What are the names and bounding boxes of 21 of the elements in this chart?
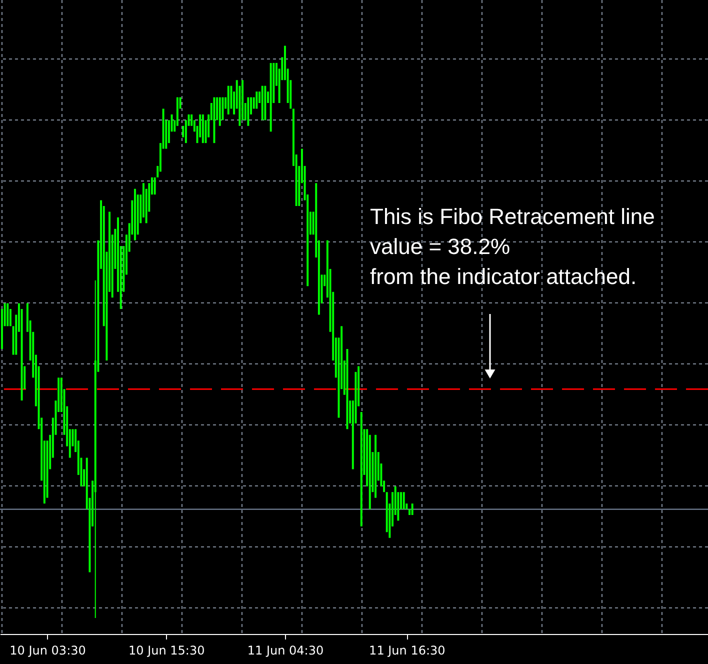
candlestick — [270, 62, 272, 132]
candlestick — [247, 97, 250, 126]
candlestick — [213, 97, 216, 144]
candlestick — [154, 177, 156, 195]
x-tick-label: 11 Jun 04:30 — [247, 644, 324, 658]
candlestick — [6, 303, 9, 326]
candlestick — [202, 114, 204, 144]
x-tick-label: 10 Jun 03:30 — [10, 644, 86, 658]
candlestick — [134, 188, 136, 240]
annotation: This is Fibo Retracement line value = 38.2% from the indicator attached. — [370, 204, 655, 289]
candlestick — [264, 86, 266, 120]
candlestick — [374, 434, 377, 498]
candlestick — [227, 86, 230, 114]
candlestick — [218, 97, 221, 126]
candlestick — [402, 492, 405, 510]
candlestick — [261, 86, 264, 120]
x-tick-label: 10 Jun 15:30 — [128, 644, 205, 658]
candlestick — [360, 412, 362, 526]
candlestick — [411, 504, 414, 515]
candlestick — [256, 92, 258, 109]
x-tick-label: 11 Jun 16:30 — [369, 644, 446, 658]
